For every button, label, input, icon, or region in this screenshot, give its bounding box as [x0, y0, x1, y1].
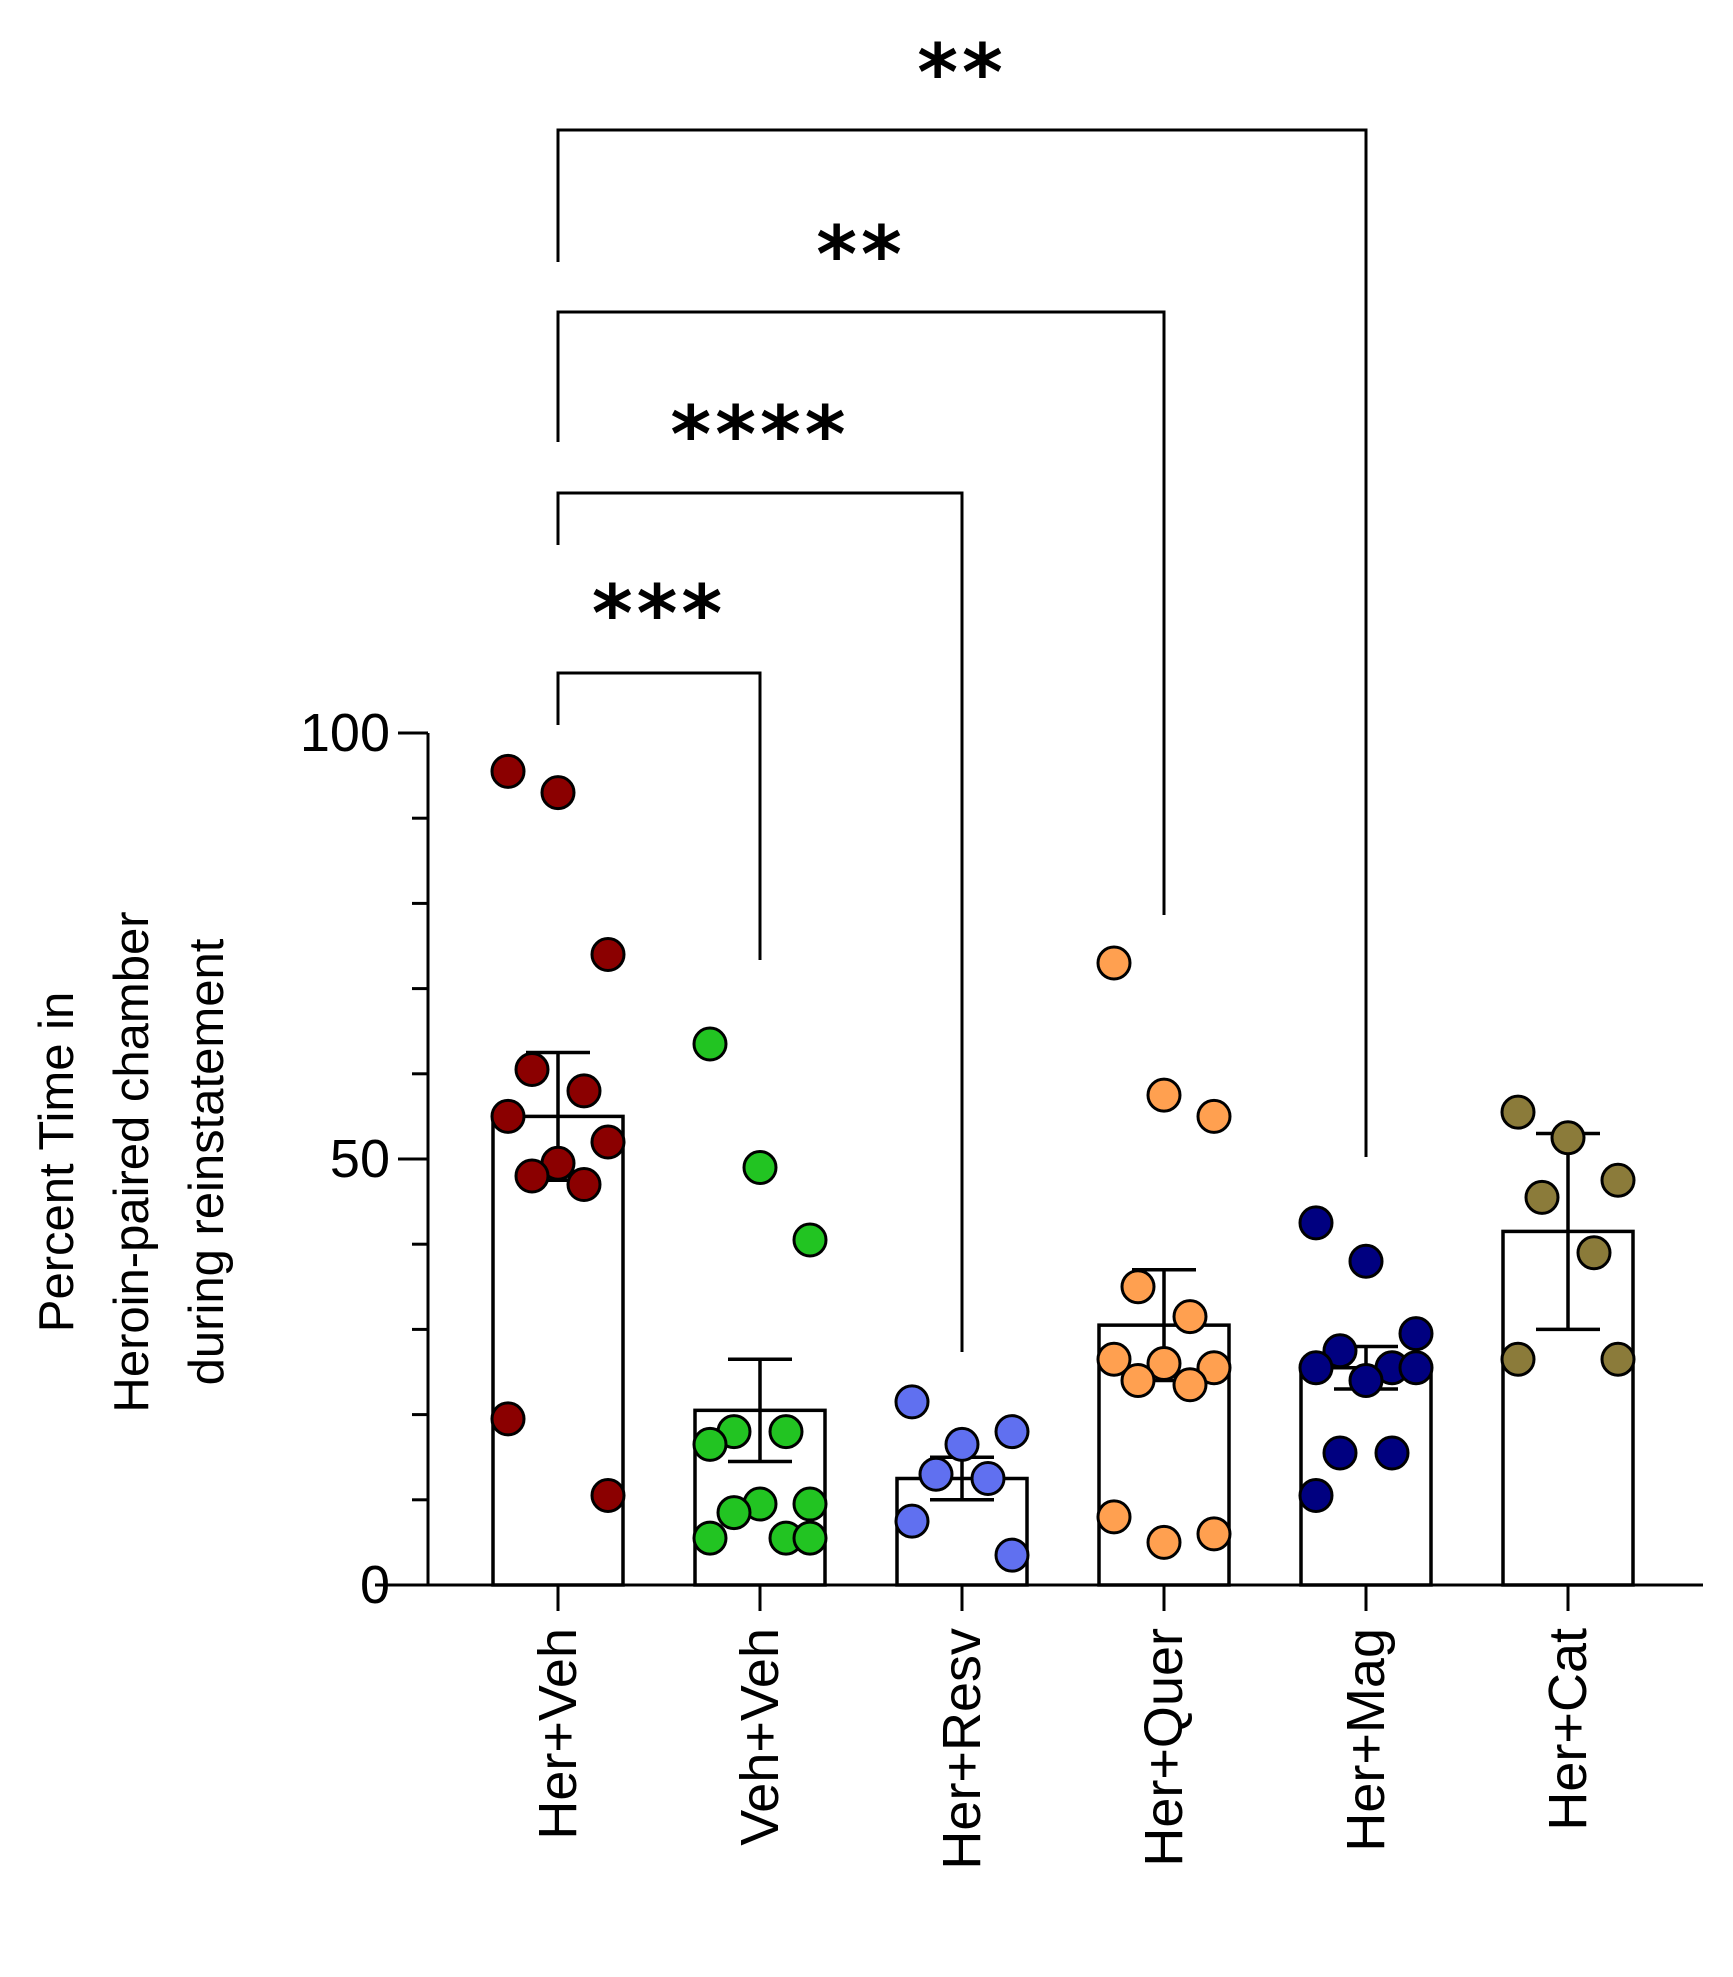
data-point	[894, 1384, 930, 1420]
significance-label: **	[917, 29, 1007, 119]
data-point	[490, 1098, 526, 1134]
y-tick-label: 0	[360, 1555, 390, 1615]
data-point	[490, 1401, 526, 1437]
data-point	[944, 1426, 980, 1462]
data-point	[1298, 1205, 1334, 1241]
data-point	[918, 1456, 954, 1492]
data-point	[1196, 1350, 1232, 1386]
significance-bracket: **	[556, 211, 1166, 915]
data-point	[1172, 1367, 1208, 1403]
x-category-label: Her+Mag	[1336, 1628, 1396, 1852]
data-point	[566, 1167, 602, 1203]
data-point	[692, 1520, 728, 1556]
bracket-line	[556, 128, 1368, 1157]
data-point	[894, 1503, 930, 1539]
y-axis-label-line: Heroin-paired chamber	[105, 911, 159, 1412]
significance-brackets: ***********	[556, 29, 1368, 1352]
data-point	[1550, 1120, 1586, 1156]
x-category-label: Her+Cat	[1538, 1628, 1598, 1831]
data-point	[1096, 945, 1132, 981]
data-point	[1120, 1269, 1156, 1305]
data-point	[1500, 1094, 1536, 1130]
data-point	[994, 1414, 1030, 1450]
data-point	[514, 1052, 550, 1088]
data-point	[1600, 1162, 1636, 1198]
y-axis-label-line: Percent Time in	[30, 992, 84, 1332]
significance-label: **	[816, 211, 906, 301]
data-point	[490, 753, 526, 789]
data-point	[768, 1414, 804, 1450]
data-points	[490, 753, 1636, 1573]
data-point	[792, 1222, 828, 1258]
data-point	[692, 1426, 728, 1462]
data-point	[1348, 1243, 1384, 1279]
bar	[491, 1114, 625, 1587]
data-point	[1576, 1235, 1612, 1271]
data-point	[514, 1158, 550, 1194]
data-point	[540, 775, 576, 811]
data-point	[1298, 1478, 1334, 1514]
data-point	[1146, 1345, 1182, 1381]
data-point	[1196, 1516, 1232, 1552]
data-point	[692, 1026, 728, 1062]
data-point	[1096, 1499, 1132, 1535]
data-point	[1398, 1316, 1434, 1352]
data-point	[566, 1073, 602, 1109]
significance-bracket: **	[556, 29, 1368, 1157]
bracket-line	[556, 491, 964, 1352]
data-point	[590, 1124, 626, 1160]
axes: 0 50 100	[300, 703, 1703, 1615]
significance-label: ****	[670, 391, 849, 481]
x-tick-labels: Her+Veh Veh+Veh Her+Resv Her+Quer Her+Mag Her…	[528, 1628, 1598, 1870]
data-point	[1322, 1333, 1358, 1369]
x-category-label: Her+Quer	[1134, 1628, 1194, 1867]
data-point	[1096, 1341, 1132, 1377]
bracket-line	[556, 671, 762, 960]
bar	[1299, 1365, 1433, 1587]
y-axis-label-line: during reinstatement	[180, 938, 234, 1385]
data-point	[1298, 1350, 1334, 1386]
bracket-line	[556, 310, 1166, 915]
data-point	[1374, 1435, 1410, 1471]
data-point	[792, 1520, 828, 1556]
data-point	[1322, 1435, 1358, 1471]
error-bar	[728, 1357, 792, 1464]
bars	[491, 1114, 1635, 1587]
data-point	[970, 1461, 1006, 1496]
data-point	[1524, 1179, 1560, 1215]
data-point	[1398, 1350, 1434, 1386]
y-tick-label: 50	[330, 1129, 390, 1189]
data-point	[1196, 1098, 1232, 1134]
data-point	[1146, 1524, 1182, 1560]
error-bars	[526, 1050, 1600, 1502]
data-point	[590, 1478, 626, 1514]
data-point	[716, 1495, 752, 1531]
data-point	[1500, 1341, 1536, 1377]
data-point	[792, 1486, 828, 1522]
x-category-label: Her+Resv	[932, 1628, 992, 1870]
data-point	[1172, 1299, 1208, 1335]
data-point	[1120, 1363, 1156, 1399]
data-point	[742, 1150, 778, 1186]
y-tick-label: 100	[300, 703, 390, 763]
significance-bracket: ****	[556, 391, 964, 1352]
x-category-label: Her+Veh	[528, 1628, 588, 1840]
significance-bracket: ***	[556, 570, 762, 960]
data-point	[590, 937, 626, 973]
data-point	[994, 1537, 1030, 1573]
data-point	[1348, 1363, 1384, 1399]
y-axis-label: Percent Time in Heroin-paired chamber duri…	[30, 911, 234, 1412]
significance-label: ***	[592, 570, 726, 660]
x-category-label: Veh+Veh	[730, 1628, 790, 1846]
data-point	[1600, 1341, 1636, 1377]
data-point	[1146, 1077, 1182, 1113]
